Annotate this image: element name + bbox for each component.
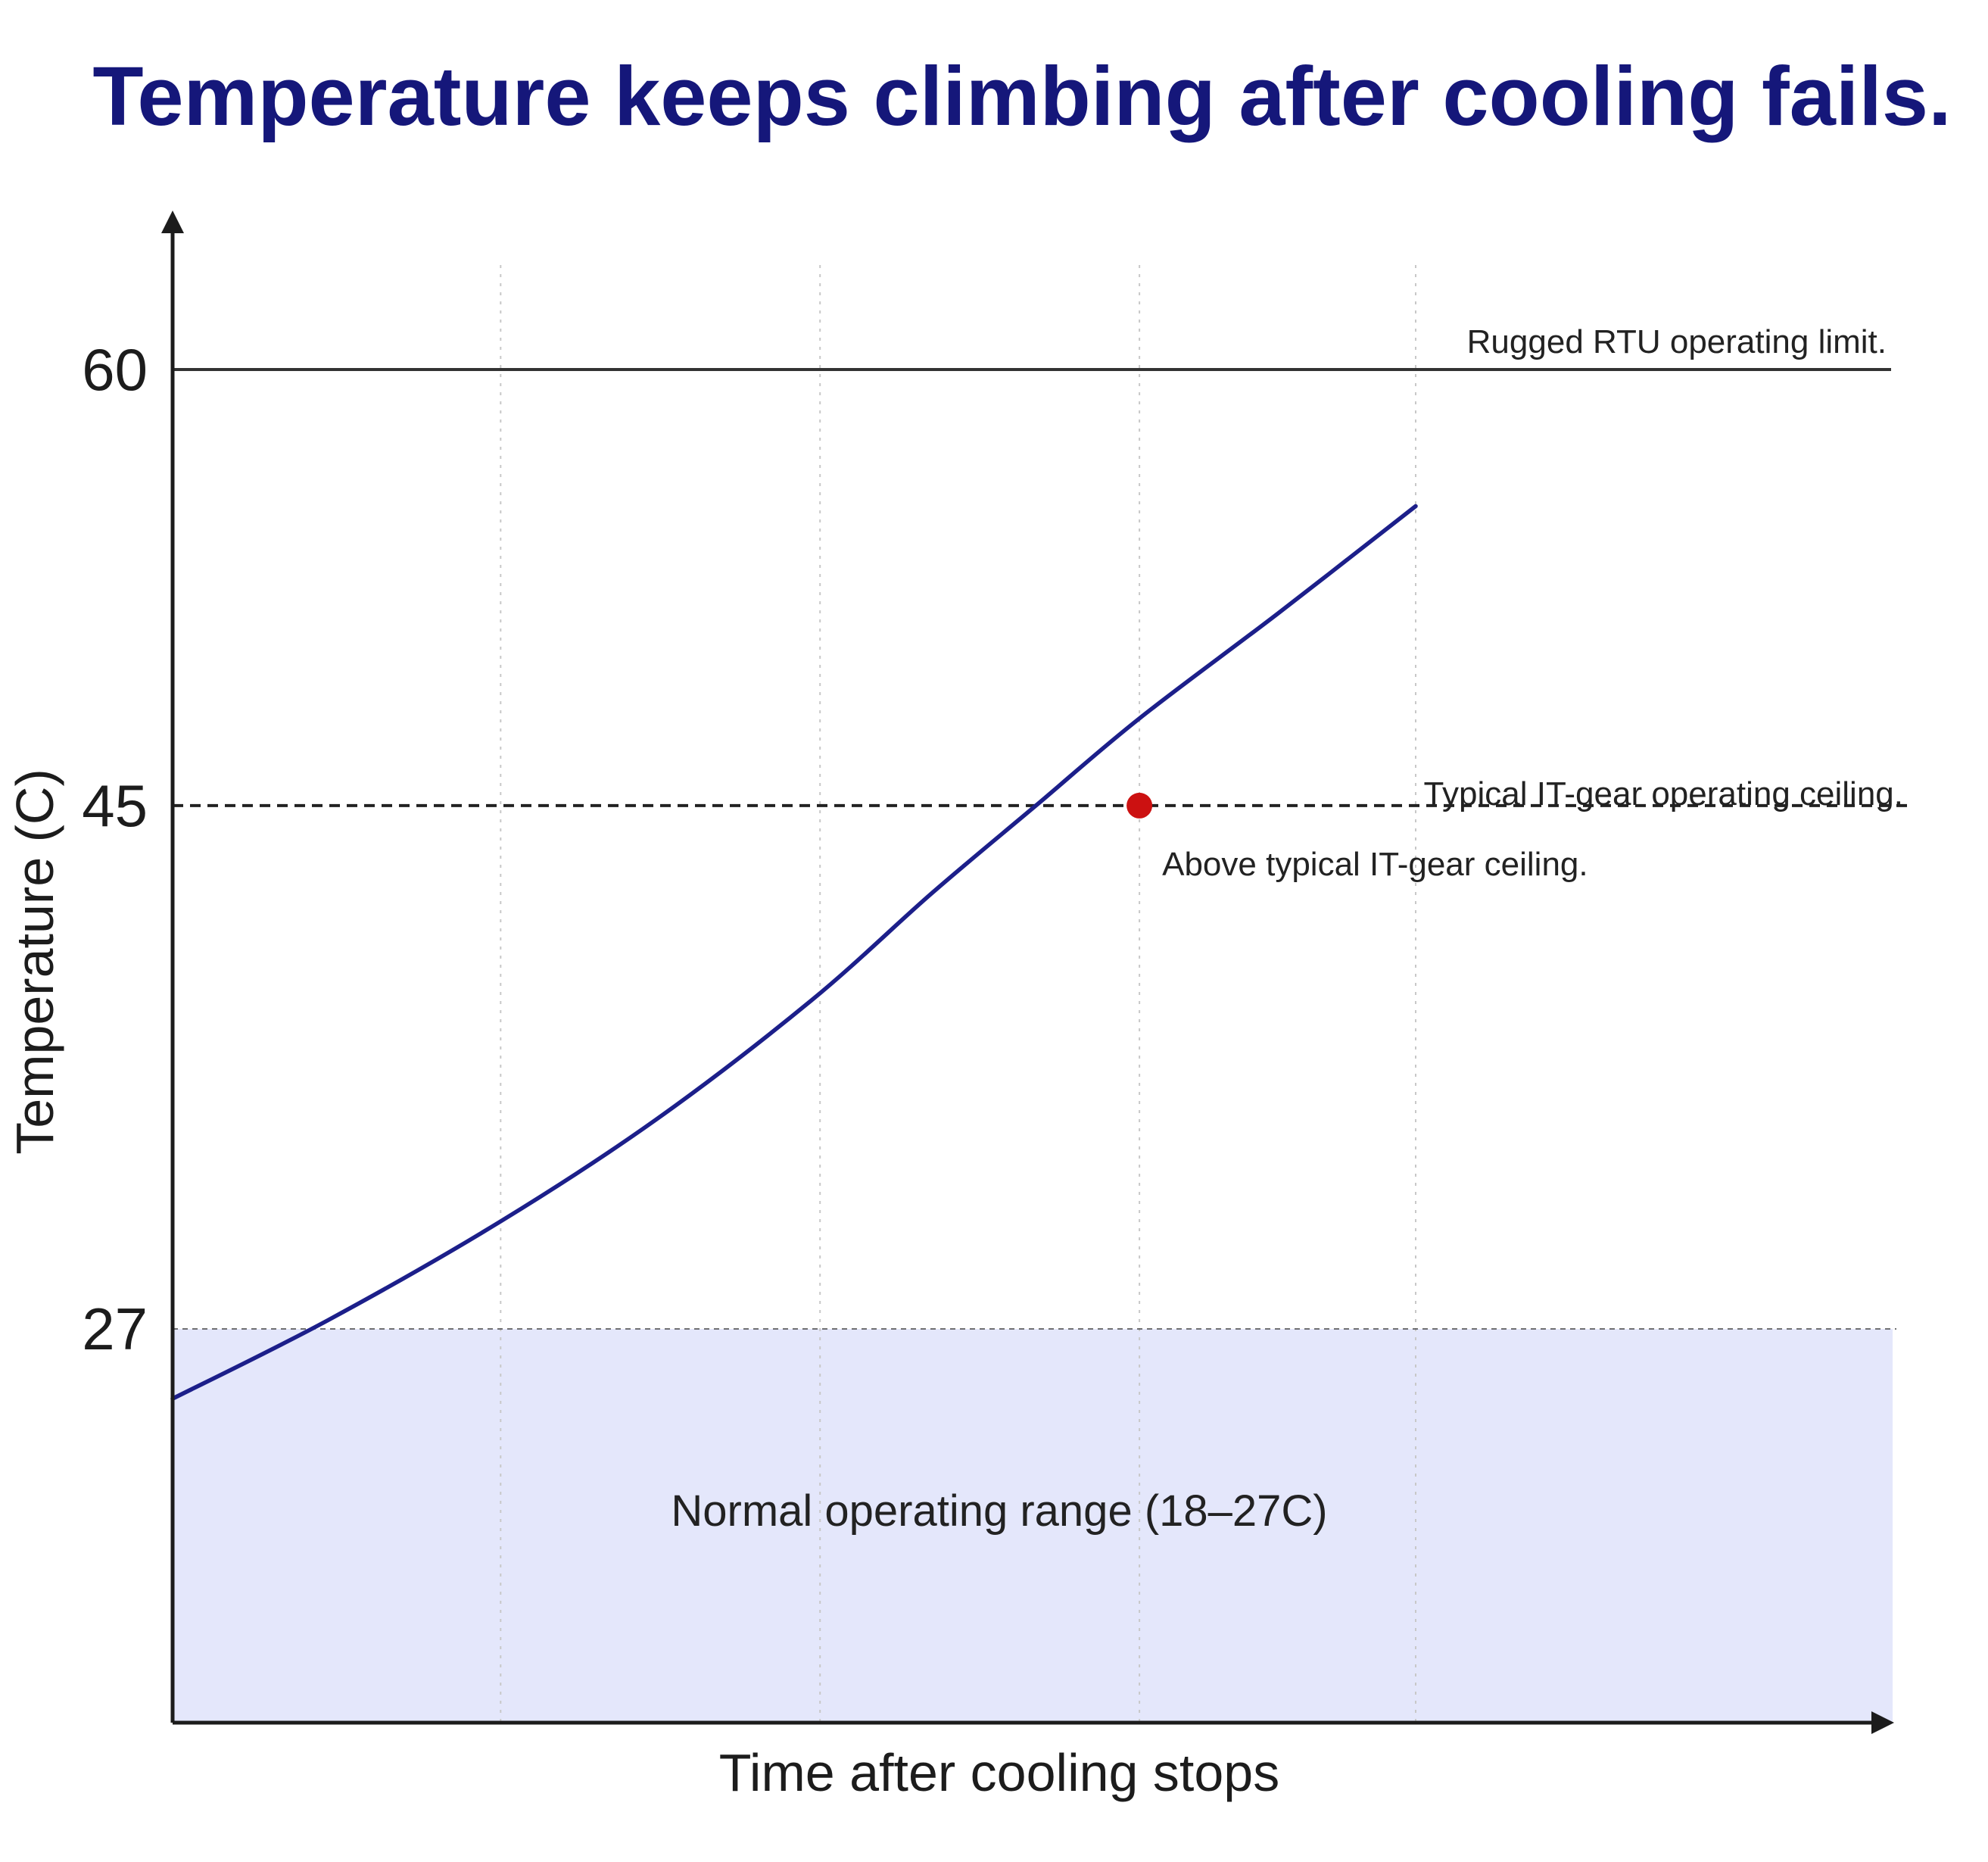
normal-range-label: Normal operating range (18–27C)	[671, 1486, 1327, 1536]
y-tick-label-45: 45	[82, 772, 148, 839]
threshold-crossing-point	[1126, 792, 1153, 819]
y-axis-label: Temperature (C)	[5, 769, 64, 1155]
series-line-1	[170, 504, 1418, 1401]
y-tick-label-27: 27	[82, 1296, 148, 1362]
chart-title: Temperature keeps climbing after cooling…	[92, 50, 1951, 143]
reference-label-60: Rugged RTU operating limit.	[1467, 323, 1887, 360]
x-axis-label: Time after cooling stops	[719, 1743, 1280, 1802]
y-tick-label-60: 60	[82, 336, 148, 403]
threshold-crossing-label: Above typical IT-gear ceiling.	[1162, 846, 1588, 883]
reference-label-45: Typical IT-gear operating ceiling.	[1424, 775, 1903, 812]
normal-range-band	[173, 1329, 1893, 1723]
